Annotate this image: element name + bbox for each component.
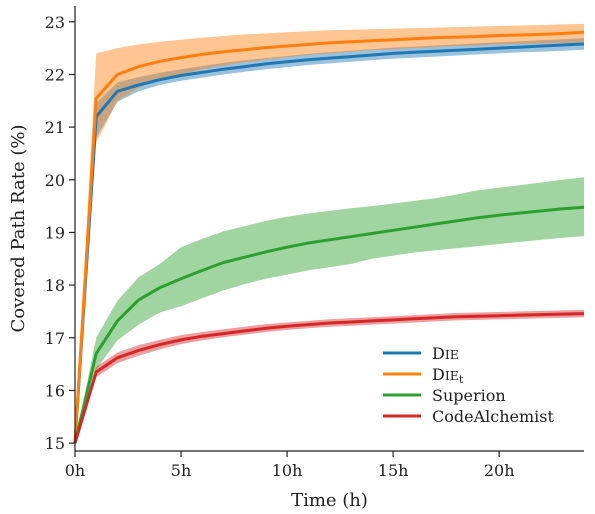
y-tick-label: 20 xyxy=(45,171,65,190)
x-tick-label: 15h xyxy=(378,461,409,480)
line-codealchemist xyxy=(73,312,585,444)
y-tick-label: 17 xyxy=(45,329,65,348)
legend-label-codealchemist: CodeAlchemist xyxy=(432,407,554,426)
line-diet xyxy=(73,30,585,444)
line-superion xyxy=(73,205,585,444)
y-tick-label: 22 xyxy=(45,65,65,84)
y-tick-label: 21 xyxy=(45,118,65,137)
x-tick-label: 0h xyxy=(65,461,85,480)
y-tick-label: 18 xyxy=(45,276,65,295)
y-tick-label: 19 xyxy=(45,223,65,242)
x-axis-label: Time (h) xyxy=(291,490,368,511)
x-tick-label: 5h xyxy=(171,461,191,480)
confidence-bands xyxy=(75,23,584,444)
band-superion xyxy=(75,177,584,444)
y-tick-label: 15 xyxy=(45,434,65,453)
legend-label-diet: DIEt xyxy=(432,365,464,386)
x-tick-label: 10h xyxy=(272,461,303,480)
x-tick-label: 20h xyxy=(484,461,515,480)
band-diet xyxy=(75,23,584,444)
legend-label-superion: Superion xyxy=(432,386,506,405)
legend-label-die: DIE xyxy=(432,344,459,363)
y-axis-label: Covered Path Rate (%) xyxy=(8,125,29,333)
y-tick-label: 16 xyxy=(45,381,65,400)
series-lines xyxy=(73,30,585,444)
line-die xyxy=(73,42,585,444)
ticks: 15 16 17 18 19 20 21 22 23 0h 5h 10h 15h 20h xyxy=(45,13,515,480)
y-tick-label: 23 xyxy=(45,13,65,32)
